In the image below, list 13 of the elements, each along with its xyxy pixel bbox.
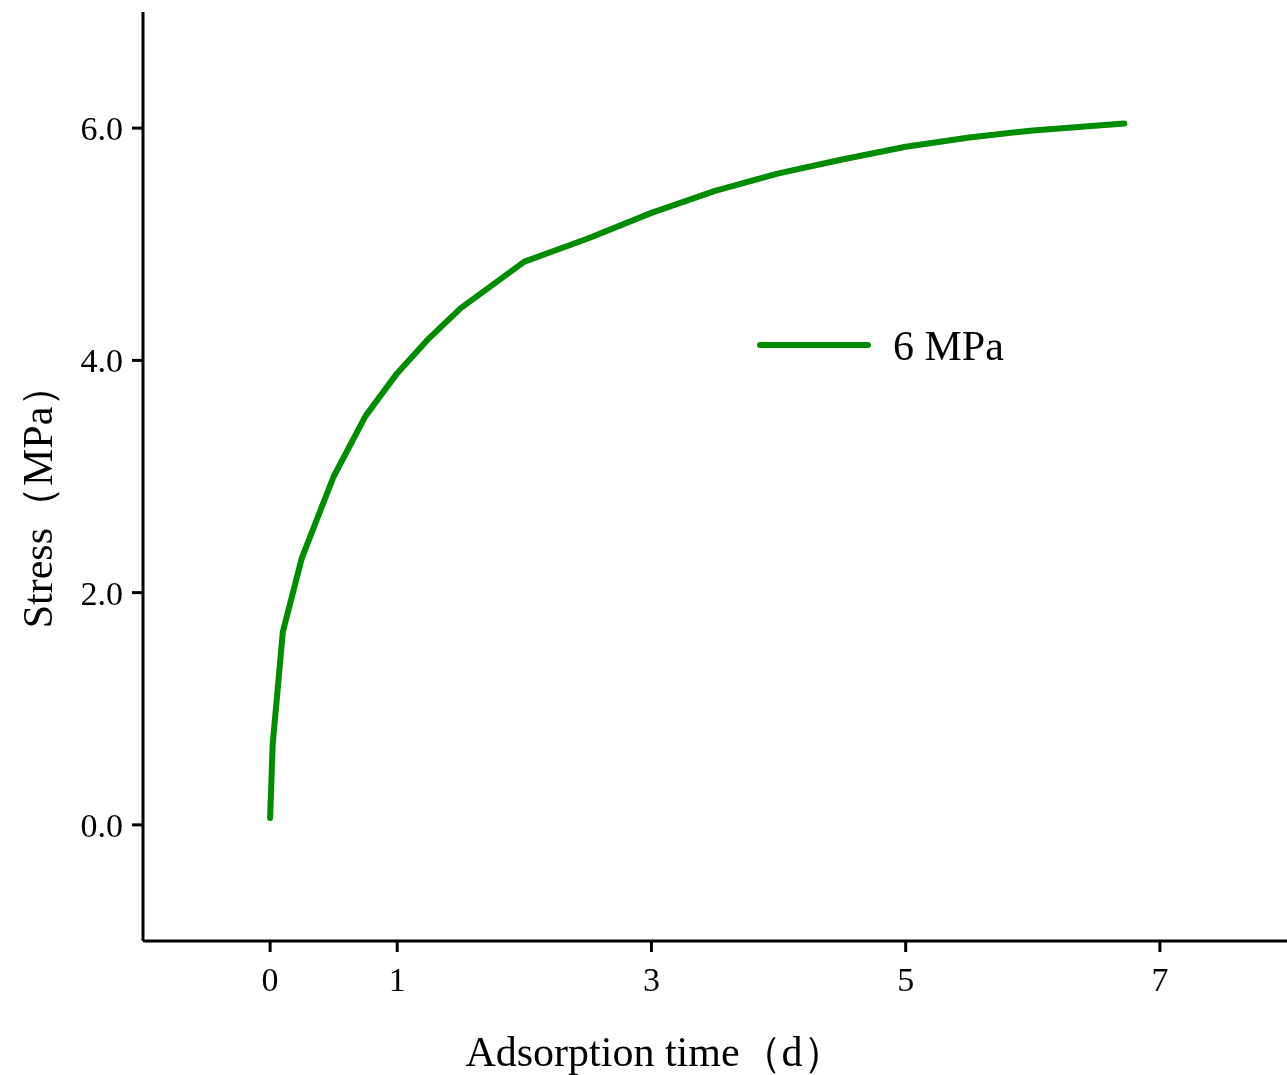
x-tick-label: 7 [1151,961,1169,998]
x-tick-label: 0 [261,961,279,998]
x-tick-label: 1 [388,961,406,998]
y-tick-label: 6.0 [80,110,123,148]
y-tick-label: 4.0 [80,342,123,380]
x-tick-label: 3 [642,961,660,998]
y-tick-label: 2.0 [80,574,123,612]
legend-label: 6 MPa [893,323,1005,369]
x-tick-label: 5 [897,961,915,998]
legend: 6 MPa [757,323,1004,369]
x-axis-title: Adsorption time（d） [465,1029,845,1075]
y-axis-title: Stress（MPa） [15,364,61,629]
y-tick-label: 0.0 [80,806,123,844]
